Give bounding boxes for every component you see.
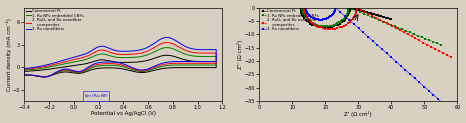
Legend: Commercial Pt, 1. Ru NPs embedded CNFs, 2. RuO₂ and Ru nanofiber
    composites,: Commercial Pt, 1. Ru NPs embedded CNFs, … (260, 9, 319, 32)
Text: $E_{pn}$ (Ru NF): $E_{pn}$ (Ru NF) (84, 92, 109, 101)
X-axis label: Potential vs Ag/AgCl (V): Potential vs Ag/AgCl (V) (91, 111, 156, 116)
Legend: Commercial Pt, 1. Ru NPs embedded CNFs, 2. RuO₂ and Ru nanofiber
    composites,: Commercial Pt, 1. Ru NPs embedded CNFs, … (26, 9, 84, 32)
Y-axis label: Current density (mA cm⁻²): Current density (mA cm⁻²) (6, 18, 12, 91)
Y-axis label: Z'' (Ω cm²): Z'' (Ω cm²) (237, 40, 243, 69)
X-axis label: Z' (Ω cm²): Z' (Ω cm²) (344, 111, 372, 117)
